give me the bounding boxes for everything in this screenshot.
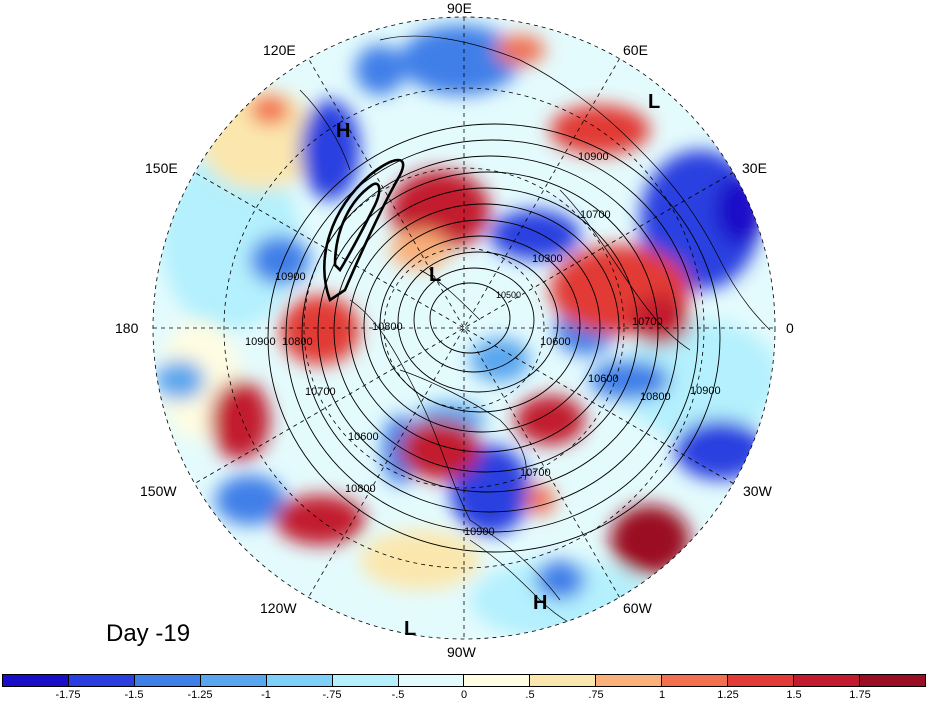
colorbar-tick-label: -1.25 [187,689,213,701]
contour-label: 10800 [345,483,376,495]
low-pressure-label: L [404,618,417,640]
lon-label-0: 0 [786,320,794,336]
contour-label: 10600 [588,373,619,385]
jet-streak-contours [323,158,405,302]
colorbar-tick-label: 1 [658,689,666,701]
contour-label: 10600 [348,431,379,443]
polar-stereographic-map: 10900 10700 10300 10500 10700 10600 1080… [152,16,776,640]
lon-label-120w: 120W [260,600,297,616]
contour-label: 10800 [372,321,403,333]
contour-label: 10800 [640,391,671,403]
colorbar-swatch [134,675,201,686]
colorbar-ticks: -1.75 -1.5 -1.25 -1 -.75 -.5 0 .5 .75 1 1.25 1.5 1.7… [2,689,926,703]
colorbar-swatch [662,675,729,686]
colorbar-swatch [200,675,267,686]
height-contours [267,123,721,553]
contour-label: 10900 [690,385,721,397]
colorbar-tick-label: -1.75 [55,689,81,701]
lon-label-150w: 150W [140,483,177,499]
colorbar-tick-label: -.5 [391,689,405,701]
contour-label: 10800 [282,336,313,348]
contour-label: 10900 [275,271,306,283]
colorbar-swatch [794,675,860,686]
lon-label-150e: 150E [145,160,178,176]
colorbar-swatch [3,675,69,686]
lon-label-90w: 90W [447,644,476,660]
lon-label-30w: 30W [743,483,772,499]
contour-label: 10900 [464,526,495,538]
anomaly-shading [155,25,775,639]
colorbar-swatch [266,675,333,686]
contour-label: 10700 [305,386,336,398]
colorbar-tick-label: -.75 [322,689,342,701]
contour-label: 10500 [496,290,521,300]
lon-label-30e: 30E [742,160,767,176]
graticule [152,16,776,640]
colorbar-tick-label: .75 [588,689,604,701]
colorbar-swatch [859,675,925,686]
contour-label: 10600 [540,336,571,348]
lon-label-90e: 90E [447,0,472,16]
colorbar-swatch [530,675,597,686]
coastlines [299,35,771,639]
lon-label-60e: 60E [623,42,648,58]
lon-label-120e: 120E [263,42,296,58]
low-pressure-label: L [429,264,442,286]
colorbar-tick-label: -1 [261,689,271,701]
colorbar-tick-label: 0 [460,689,468,701]
low-pressure-label: L [648,91,661,113]
contour-label: 10700 [632,316,663,328]
lon-label-60w: 60W [623,600,652,616]
colorbar-tick-label: .5 [525,689,535,701]
colorbar-swatch [464,675,531,686]
lon-label-180: 180 [115,320,139,336]
colorbar-swatch [596,675,663,686]
colorbar-tick-label: 1.5 [786,689,802,701]
colorbar-swatch [398,675,465,686]
high-pressure-label: H [336,120,351,142]
high-pressure-label: H [533,592,548,614]
contour-label: 10300 [532,253,563,265]
contour-label: 10900 [578,151,609,163]
contour-label: 10700 [520,467,551,479]
colorbar-swatch [332,675,399,686]
colorbar-tick-label: 1.25 [717,689,739,701]
contour-label: 10700 [580,209,611,221]
colorbar-tick-label: -1.5 [124,689,144,701]
colorbar-tick-label: 1.75 [849,689,871,701]
colorbar [2,674,926,687]
colorbar-swatch [728,675,795,686]
contour-label: 10900 [245,336,276,348]
colorbar-swatch [68,675,135,686]
contour-labels: 10900 10700 10300 10500 10700 10600 1080… [245,151,721,538]
day-label: Day -19 [106,620,191,647]
